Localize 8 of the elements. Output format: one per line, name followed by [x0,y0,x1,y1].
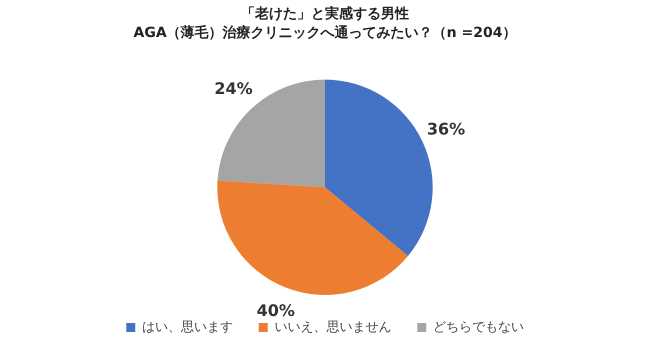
chart-title: 「老けた」と実感する男性 [241,5,409,22]
data-label: 24% [214,78,253,98]
data-label: 36% [426,120,466,139]
data-label: 40% [256,300,295,320]
legend-label: どちらでもない [432,320,524,335]
chart-subtitle: AGA（薄毛）治療クリニックへ通ってみたい？（n =204） [134,24,516,41]
legend-label: はい、思います [142,320,233,335]
legend-label: いいえ、思いません [274,320,392,335]
